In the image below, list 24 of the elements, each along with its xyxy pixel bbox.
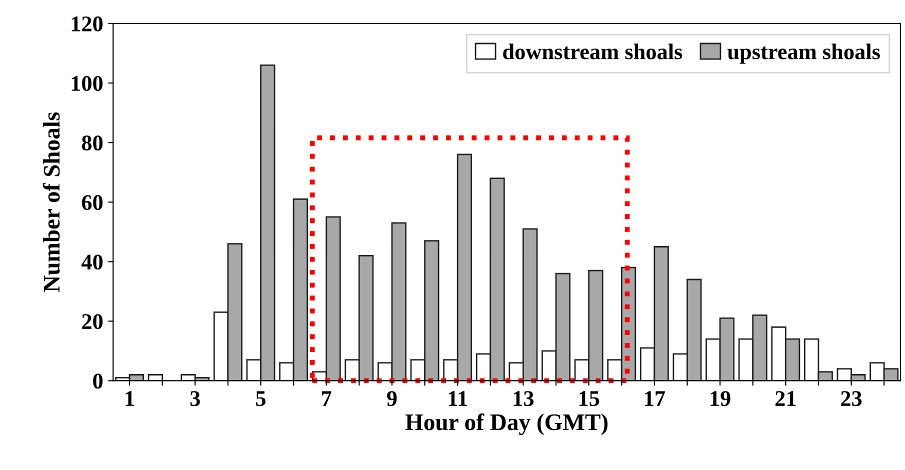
legend-label: downstream shoals <box>503 44 682 60</box>
legend-label: upstream shoals <box>727 44 880 64</box>
y-tick-label: 80 <box>82 136 103 150</box>
y-tick-label: 60 <box>82 195 103 210</box>
x-tick-label: 13 <box>514 391 534 406</box>
y-tick-label: 0 <box>93 374 103 389</box>
x-tick-label: 21 <box>775 391 796 406</box>
x-tick-label: 11 <box>448 391 467 406</box>
x-tick-label: 5 <box>256 391 266 406</box>
y-tick-label: 120 <box>72 16 103 32</box>
x-tick-label: 17 <box>645 391 665 406</box>
y-tick-label: 20 <box>82 314 103 330</box>
x-axis-title: Hour of Day (GMT) <box>405 413 608 436</box>
y-tick-label: 40 <box>81 254 103 270</box>
x-tick-label: 15 <box>579 391 600 406</box>
x-tick-label: 9 <box>387 391 397 406</box>
x-tick-label: 19 <box>710 391 730 406</box>
bar <box>148 374 164 381</box>
x-tick-label: 1 <box>126 391 134 406</box>
y-tick-label: 100 <box>72 76 103 91</box>
x-tick-label: 23 <box>841 391 862 406</box>
x-tick-label: 7 <box>322 391 332 406</box>
x-tick-label: 3 <box>190 391 200 406</box>
y-axis-title: Number of Shoals <box>42 112 60 292</box>
